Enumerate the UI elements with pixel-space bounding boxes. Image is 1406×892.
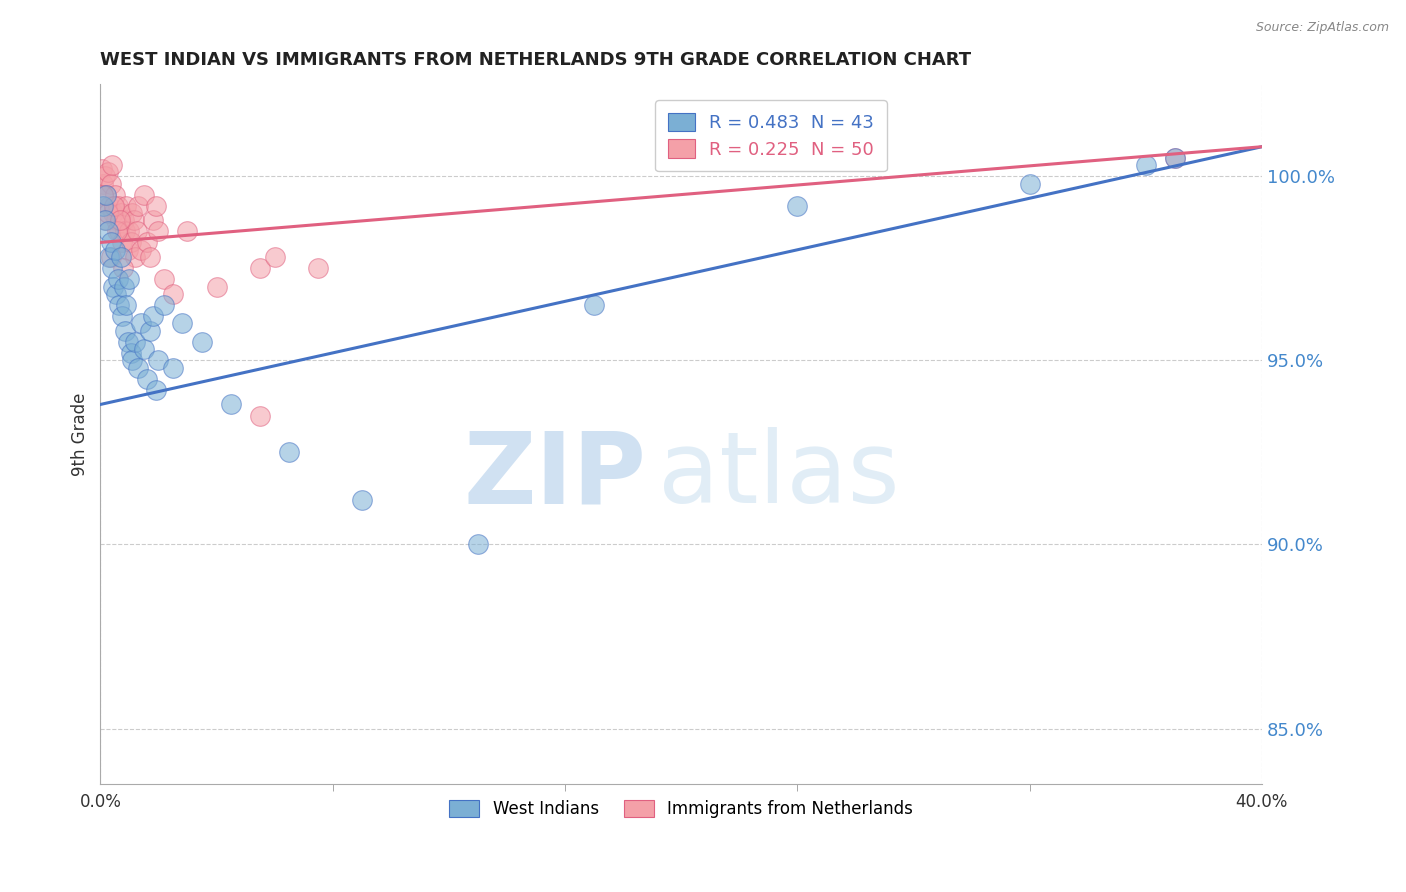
Point: [111, 261, 134, 276]
Point: [145, 199, 167, 213]
Point: [153, 298, 176, 312]
Point: [162, 287, 184, 301]
Point: [91, 187, 114, 202]
Point: [112, 279, 135, 293]
Point: [97, 224, 120, 238]
Point: [124, 250, 146, 264]
Point: [162, 360, 184, 375]
Point: [129, 243, 152, 257]
Point: [219, 397, 242, 411]
Point: [93, 169, 115, 184]
Point: [191, 334, 214, 349]
Point: [98, 250, 121, 264]
Point: [97, 206, 120, 220]
Point: [350, 493, 373, 508]
Point: [101, 158, 124, 172]
Point: [132, 343, 155, 357]
Point: [117, 243, 139, 257]
Point: [117, 334, 139, 349]
Point: [90, 161, 112, 176]
Point: [153, 272, 176, 286]
Point: [91, 199, 114, 213]
Point: [108, 224, 131, 238]
Point: [120, 235, 142, 250]
Point: [249, 261, 271, 276]
Point: [121, 353, 143, 368]
Point: [114, 324, 136, 338]
Point: [176, 224, 198, 238]
Point: [142, 213, 165, 227]
Point: [138, 250, 160, 264]
Point: [120, 346, 142, 360]
Point: [125, 224, 148, 238]
Point: [249, 409, 271, 423]
Point: [135, 372, 157, 386]
Point: [103, 206, 125, 220]
Point: [129, 317, 152, 331]
Point: [111, 235, 134, 250]
Point: [135, 235, 157, 250]
Point: [115, 298, 138, 312]
Point: [105, 224, 128, 238]
Point: [278, 445, 301, 459]
Point: [1135, 158, 1157, 172]
Point: [148, 224, 170, 238]
Point: [138, 324, 160, 338]
Point: [100, 250, 122, 264]
Point: [111, 309, 134, 323]
Point: [100, 235, 122, 250]
Point: [582, 298, 605, 312]
Point: [100, 177, 122, 191]
Text: WEST INDIAN VS IMMIGRANTS FROM NETHERLANDS 9TH GRADE CORRELATION CHART: WEST INDIAN VS IMMIGRANTS FROM NETHERLAN…: [100, 51, 972, 69]
Point: [307, 261, 329, 276]
Legend: West Indians, Immigrants from Netherlands: West Indians, Immigrants from Netherland…: [443, 793, 920, 824]
Point: [114, 224, 136, 238]
Point: [91, 177, 114, 191]
Point: [145, 383, 167, 397]
Point: [93, 213, 115, 227]
Point: [110, 206, 132, 220]
Point: [105, 213, 128, 227]
Point: [127, 360, 149, 375]
Point: [148, 353, 170, 368]
Point: [142, 309, 165, 323]
Point: [105, 287, 128, 301]
Point: [205, 279, 228, 293]
Point: [97, 165, 120, 179]
Point: [101, 261, 124, 276]
Point: [263, 250, 285, 264]
Point: [170, 317, 193, 331]
Text: ZIP: ZIP: [464, 427, 647, 524]
Point: [127, 199, 149, 213]
Point: [96, 187, 118, 202]
Point: [118, 224, 141, 238]
Point: [107, 272, 129, 286]
Point: [122, 213, 145, 227]
Point: [104, 243, 127, 257]
Point: [103, 199, 125, 213]
Point: [103, 279, 125, 293]
Point: [112, 213, 135, 227]
Point: [104, 187, 127, 202]
Point: [94, 213, 117, 227]
Point: [1164, 151, 1187, 165]
Point: [1018, 177, 1040, 191]
Text: atlas: atlas: [658, 427, 900, 524]
Point: [132, 187, 155, 202]
Point: [115, 199, 138, 213]
Point: [467, 537, 489, 551]
Point: [108, 298, 131, 312]
Point: [124, 334, 146, 349]
Point: [1164, 151, 1187, 165]
Point: [107, 199, 129, 213]
Point: [121, 206, 143, 220]
Text: Source: ZipAtlas.com: Source: ZipAtlas.com: [1256, 21, 1389, 34]
Point: [786, 199, 808, 213]
Point: [118, 272, 141, 286]
Point: [110, 250, 132, 264]
Point: [96, 187, 118, 202]
Y-axis label: 9th Grade: 9th Grade: [72, 392, 89, 475]
Point: [108, 213, 131, 227]
Point: [98, 199, 121, 213]
